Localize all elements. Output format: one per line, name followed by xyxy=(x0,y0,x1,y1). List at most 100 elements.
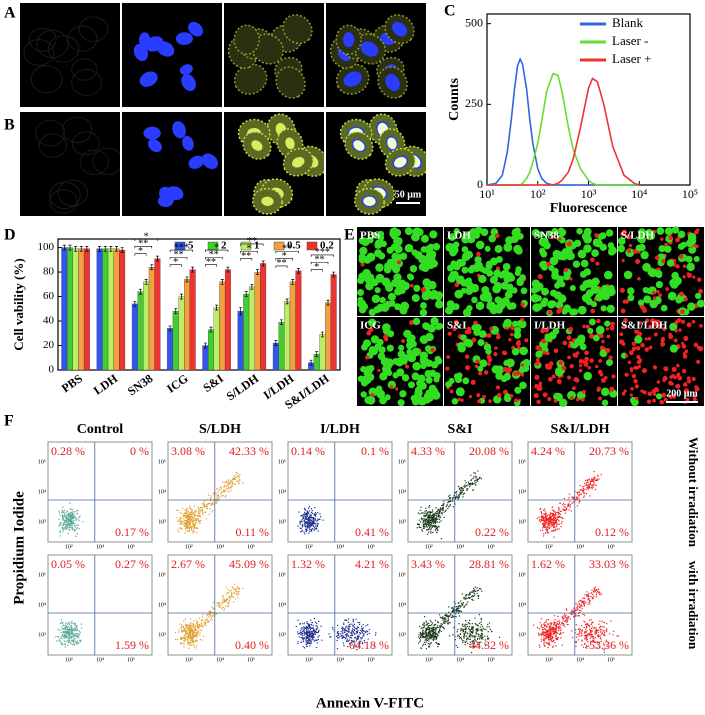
event-dot xyxy=(418,636,420,638)
event-dot xyxy=(557,511,559,513)
event-dot xyxy=(201,625,203,627)
event-dot xyxy=(200,507,202,509)
event-dot xyxy=(597,474,599,476)
event-dot xyxy=(429,514,432,516)
event-dot xyxy=(434,529,436,531)
event-dot xyxy=(449,505,451,507)
event-dot xyxy=(67,637,69,640)
event-dot xyxy=(76,625,78,627)
event-dot xyxy=(305,512,308,514)
x-tick-label: 10² xyxy=(425,544,433,550)
event-dot xyxy=(59,514,62,517)
live-cell xyxy=(549,256,559,266)
event-dot xyxy=(422,512,424,514)
event-dot xyxy=(203,622,205,624)
event-dot xyxy=(353,629,356,631)
event-dot xyxy=(545,634,547,637)
event-dot xyxy=(362,627,364,629)
event-dot xyxy=(444,510,447,512)
x-tick-label: 10⁴ xyxy=(216,657,224,663)
event-dot xyxy=(316,631,318,634)
event-dot xyxy=(549,643,551,646)
error-bar xyxy=(191,266,195,273)
event-dot xyxy=(551,520,553,522)
event-dot xyxy=(489,628,491,630)
event-dot xyxy=(459,633,462,635)
event-dot xyxy=(314,518,316,520)
live-cell xyxy=(490,275,499,284)
event-dot xyxy=(64,512,66,514)
event-dot xyxy=(212,503,214,506)
event-dot xyxy=(67,520,70,522)
dead-cell xyxy=(623,317,628,323)
event-dot xyxy=(212,493,215,495)
dead-cell xyxy=(693,342,699,348)
event-dot xyxy=(223,609,225,612)
significance-label: ** xyxy=(174,250,184,261)
error-bar xyxy=(85,245,89,252)
event-dot xyxy=(477,628,479,630)
event-dot xyxy=(239,480,241,482)
event-dot xyxy=(226,602,229,604)
event-dot xyxy=(302,516,304,518)
event-dot xyxy=(426,623,428,625)
dead-cell xyxy=(575,378,580,383)
live-cell xyxy=(394,303,402,311)
bar xyxy=(83,248,90,371)
event-dot xyxy=(546,633,549,636)
live-cell xyxy=(450,245,459,255)
event-dot xyxy=(237,482,240,484)
event-dot xyxy=(429,627,431,629)
event-dot xyxy=(422,633,424,635)
error-bar xyxy=(168,325,172,332)
dead-cell xyxy=(603,375,608,380)
event-dot xyxy=(430,531,432,533)
event-dot xyxy=(312,635,315,637)
event-dot xyxy=(440,538,443,540)
event-dot xyxy=(69,512,71,514)
event-dot xyxy=(72,622,74,624)
live-cell xyxy=(449,270,458,280)
event-dot xyxy=(64,521,66,523)
event-dot xyxy=(76,527,78,529)
event-dot xyxy=(457,498,459,500)
event-dot xyxy=(430,516,433,518)
event-dot xyxy=(437,509,439,511)
event-dot xyxy=(71,525,73,527)
event-dot xyxy=(236,594,239,596)
event-dot xyxy=(309,639,311,641)
dead-cell xyxy=(589,358,594,363)
event-dot xyxy=(68,514,70,516)
event-dot xyxy=(361,630,363,632)
event-dot xyxy=(428,518,430,520)
event-dot xyxy=(67,645,69,647)
event-dot xyxy=(73,630,75,632)
event-dot xyxy=(212,615,214,617)
event-dot xyxy=(192,627,194,629)
event-dot xyxy=(420,647,422,649)
event-dot xyxy=(478,635,480,637)
event-dot xyxy=(185,510,187,512)
event-dot xyxy=(444,622,446,625)
event-dot xyxy=(233,591,235,594)
dead-cell xyxy=(542,350,547,355)
live-cell xyxy=(425,376,433,384)
event-dot xyxy=(242,587,244,590)
event-dot xyxy=(227,592,230,594)
event-dot xyxy=(179,520,181,522)
event-dot xyxy=(314,507,316,509)
event-dot xyxy=(193,513,195,515)
event-dot xyxy=(540,626,542,628)
bar xyxy=(102,248,109,371)
event-dot xyxy=(80,639,82,642)
event-dot xyxy=(299,623,301,625)
significance-label: * xyxy=(214,242,219,253)
event-dot xyxy=(583,492,586,494)
live-cell xyxy=(509,302,517,310)
event-dot xyxy=(433,514,435,516)
event-dot xyxy=(477,633,479,635)
event-dot xyxy=(297,642,299,645)
event-dot xyxy=(65,525,67,528)
nucleus-stain xyxy=(261,196,274,206)
event-dot xyxy=(544,513,546,516)
